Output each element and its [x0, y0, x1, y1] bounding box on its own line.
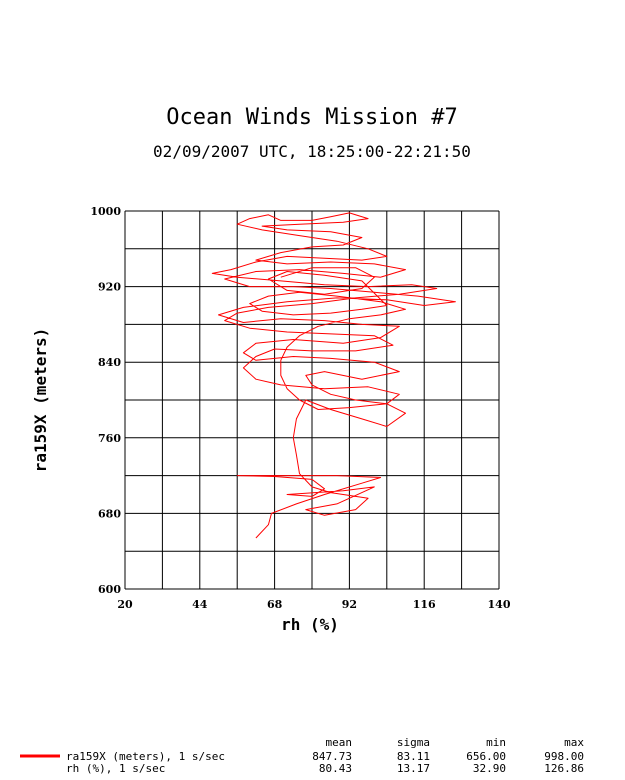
stats-row-value: 847.73 [312, 750, 352, 763]
stats-header-min: min [486, 736, 506, 749]
y-tick-label: 1000 [90, 205, 121, 218]
y-axis-label: ra159X (meters) [31, 328, 50, 473]
x-tick-label: 20 [117, 598, 133, 611]
stats-row-value: 998.00 [544, 750, 584, 763]
chart-title: Ocean Winds Mission #7 [166, 105, 457, 130]
stats-header-mean: mean [326, 736, 353, 749]
chart-subtitle: 02/09/2007 UTC, 18:25:00-22:21:50 [153, 142, 471, 161]
x-tick-label: 92 [342, 598, 357, 611]
stats-row-label: ra159X (meters), 1 s/sec [66, 750, 225, 763]
stats-row-label: rh (%), 1 s/sec [66, 762, 165, 775]
y-tick-label: 840 [98, 356, 121, 369]
plot-series [211, 212, 456, 539]
x-tick-label: 44 [192, 598, 208, 611]
stats-row-value: 80.43 [319, 762, 352, 775]
stats-row-value: 656.00 [466, 750, 506, 763]
y-tick-label: 600 [98, 583, 121, 596]
stats-header-sigma: sigma [397, 736, 430, 749]
y-tick-label: 920 [98, 281, 121, 294]
x-tick-label: 68 [267, 598, 283, 611]
stats-row-value: 32.90 [473, 762, 506, 775]
stats-row-value: 13.17 [397, 762, 430, 775]
x-tick-label: 140 [488, 598, 511, 611]
y-tick-label: 760 [98, 432, 121, 445]
y-tick-label: 680 [98, 507, 121, 520]
x-axis-label: rh (%) [281, 615, 339, 634]
y-tick-labels: 600 680 760 840 920 1000 [90, 205, 121, 596]
legend-stats-table: mean sigma min max ra159X (meters), 1 s/… [20, 736, 584, 775]
x-tick-labels: 20 44 68 92 116 140 [117, 598, 510, 611]
stats-row-value: 83.11 [397, 750, 430, 763]
stats-header-max: max [564, 736, 584, 749]
series-line [211, 212, 456, 539]
stats-row-value: 126.86 [544, 762, 584, 775]
x-tick-label: 116 [413, 598, 436, 611]
